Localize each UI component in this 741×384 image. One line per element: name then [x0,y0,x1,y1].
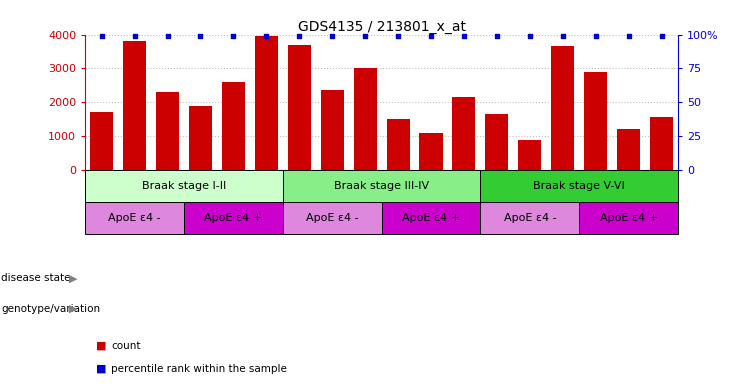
Point [293,33,305,39]
Point [656,33,668,39]
Bar [288,45,310,170]
Bar [617,129,640,170]
Text: ApoE ε4 -: ApoE ε4 - [503,213,556,223]
Bar [480,170,678,202]
Text: genotype/variation: genotype/variation [1,304,101,314]
Text: count: count [111,341,141,351]
Bar [387,119,410,170]
Text: ▶: ▶ [69,273,77,283]
Point [425,33,437,39]
Point [96,33,107,39]
Point [524,33,536,39]
Point [491,33,503,39]
Text: Braak stage I-II: Braak stage I-II [142,181,226,191]
Point [260,33,272,39]
Bar [123,41,146,170]
Bar [222,82,245,170]
Bar [551,46,574,170]
Bar [453,97,476,170]
Text: ■: ■ [96,364,107,374]
Text: ApoE ε4 -: ApoE ε4 - [306,213,359,223]
Bar [283,202,382,234]
Bar [480,202,579,234]
Bar [518,141,542,170]
Text: Braak stage V-VI: Braak stage V-VI [534,181,625,191]
Bar [85,202,184,234]
Bar [485,114,508,170]
Text: ApoE ε4 +: ApoE ε4 + [402,213,460,223]
Title: GDS4135 / 213801_x_at: GDS4135 / 213801_x_at [298,20,465,33]
Point [622,33,634,39]
Point [195,33,207,39]
Bar [156,92,179,170]
Point [590,33,602,39]
Point [326,33,338,39]
Text: percentile rank within the sample: percentile rank within the sample [111,364,287,374]
Point [458,33,470,39]
Bar [85,170,283,202]
Bar [353,68,376,170]
Bar [419,132,442,170]
Text: ApoE ε4 -: ApoE ε4 - [108,213,161,223]
Bar [584,72,607,170]
Point [129,33,141,39]
Text: disease state: disease state [1,273,71,283]
Point [359,33,371,39]
Point [392,33,404,39]
Bar [90,113,113,170]
Bar [321,90,344,170]
Point [227,33,239,39]
Text: ApoE ε4 +: ApoE ε4 + [205,213,262,223]
Bar [189,106,212,170]
Text: ▶: ▶ [69,304,77,314]
Bar [579,202,678,234]
Point [162,33,173,39]
Bar [283,170,480,202]
Text: ■: ■ [96,341,107,351]
Text: ApoE ε4 +: ApoE ε4 + [599,213,657,223]
Point [556,33,568,39]
Text: Braak stage III-IV: Braak stage III-IV [334,181,429,191]
Bar [382,202,480,234]
Bar [184,202,283,234]
Bar [255,36,278,170]
Bar [650,118,673,170]
